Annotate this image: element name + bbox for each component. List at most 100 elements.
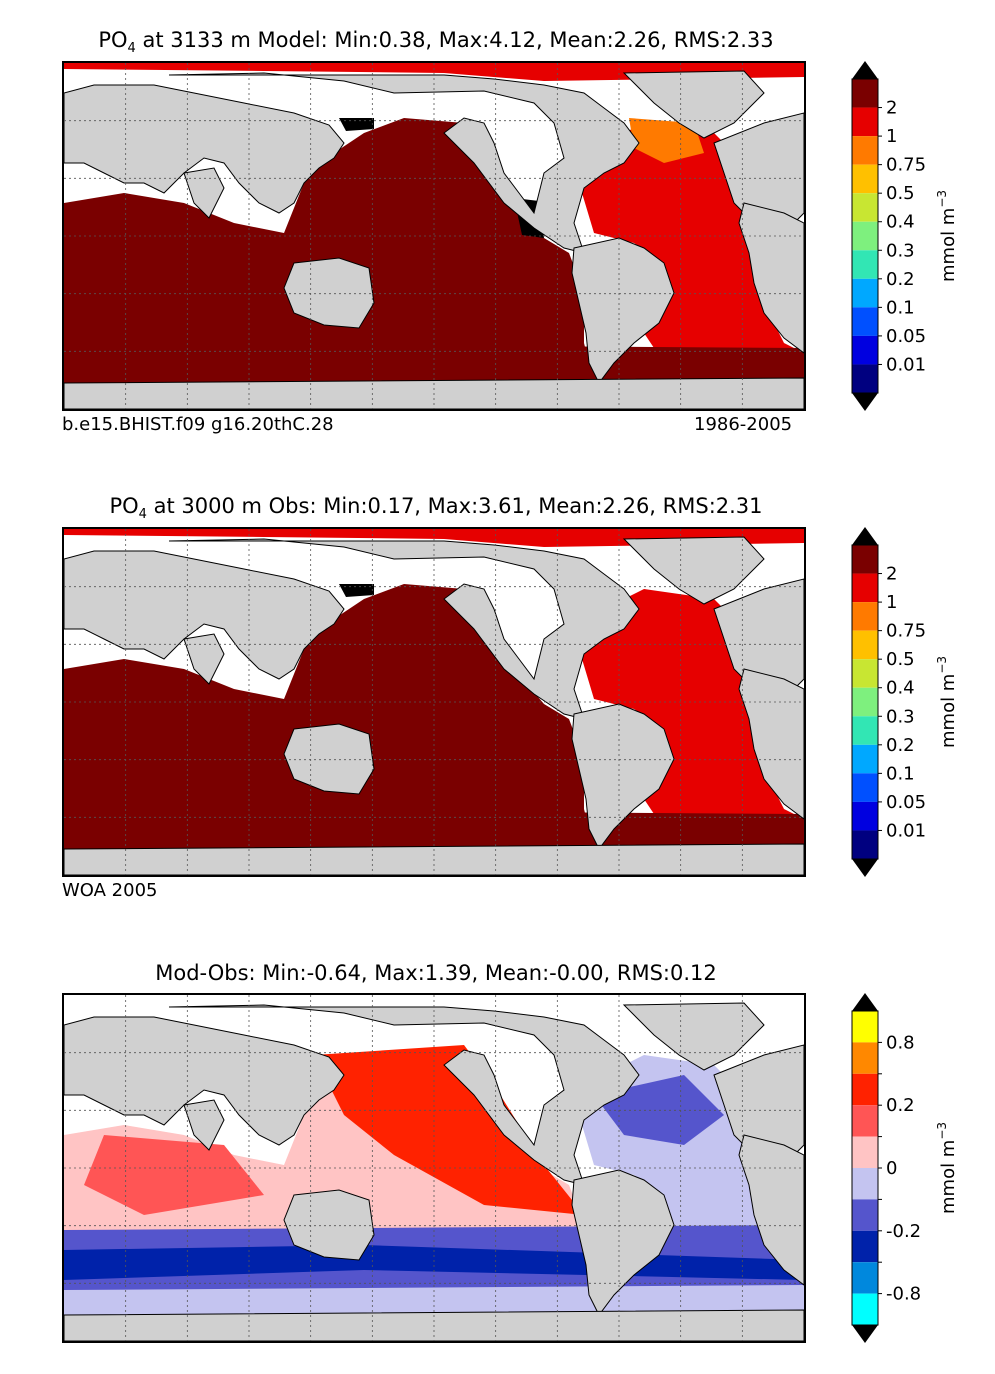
- colorbar-unit-exponent: −3: [935, 1122, 949, 1140]
- colorbar-swatch: [852, 1293, 878, 1325]
- land-india: [183, 167, 225, 219]
- colorbar-tick-label: 2: [886, 98, 897, 119]
- colorbar-swatch: [852, 573, 878, 603]
- colorbar-swatch: [852, 1105, 878, 1137]
- arctic-region: [64, 529, 804, 547]
- colorbar-swatch: [852, 1199, 878, 1231]
- panel-1-title-main: PO: [98, 28, 128, 52]
- colorbar-swatch: [852, 1230, 878, 1263]
- colorbar-extend-top: [852, 993, 878, 1011]
- colorbar-tick-label: 0.01: [886, 820, 926, 841]
- panel-1-map-svg: [64, 63, 804, 409]
- panel-1-colorbar: 2 1 0.75 0.5 0.4 0.3 0.2 0.1 0.05 0.01 mmol m−3: [840, 61, 960, 411]
- land-masses: [64, 70, 804, 409]
- colorbar-swatch: [852, 164, 878, 194]
- colorbar-tick-label: -0.8: [886, 1284, 921, 1305]
- colorbar-tick-label: 2: [886, 564, 897, 585]
- panel-3-map-svg: [64, 995, 804, 1341]
- colorbar-swatch: [852, 79, 878, 108]
- land-europe-asia-left: [64, 1016, 345, 1146]
- colorbar-tick-label: 0.3: [886, 240, 915, 261]
- colorbar-swatch: [852, 307, 878, 336]
- colorbar-swatch: [852, 1262, 878, 1294]
- colorbar-extend-bottom: [852, 393, 878, 411]
- colorbar-swatch: [852, 545, 878, 574]
- colorbar-tick-label: 0.1: [886, 297, 915, 318]
- panel-3-colorbar: 0.8 0.2 0 -0.2 -0.8 mmol m−3: [840, 993, 960, 1343]
- land-africa: [738, 202, 804, 354]
- land-europe-asia-left: [64, 84, 345, 214]
- atlantic-region: [579, 589, 804, 829]
- panel-3-map: [62, 993, 806, 1343]
- colorbar-swatch: [852, 1168, 878, 1200]
- colorbar-swatch: [852, 193, 878, 222]
- panel-2-title-rest: at 3000 m Obs: Min:0.17, Max:3.61, Mean:…: [146, 494, 763, 518]
- colorbar-tick-label: 0.1: [886, 763, 915, 784]
- colorbar-tick-label: 1: [886, 592, 897, 613]
- land-australia: [283, 1189, 375, 1261]
- colorbar-tick-label: 0.2: [886, 269, 915, 290]
- colorbar-swatch: [852, 687, 878, 717]
- panel-2-title-sub: 4: [138, 507, 147, 523]
- colorbar-swatch: [852, 278, 878, 308]
- colorbar-tick-label: 0: [886, 1158, 897, 1179]
- atlantic-region: [579, 123, 804, 363]
- panel-2-map: [62, 527, 806, 877]
- panel-1-colorbar-svg: 2 1 0.75 0.5 0.4 0.3 0.2 0.1 0.05 0.01 mmol m−3: [851, 61, 959, 411]
- arctic-region: [64, 63, 804, 81]
- map-gridlines: [64, 995, 804, 1341]
- pacific-indian-region: [64, 118, 594, 393]
- colorbar-swatch: [852, 136, 878, 165]
- panel-1-caption-left: b.e15.BHIST.f09 g16.20thC.28: [62, 414, 334, 435]
- colorbar-tick-label: 0.75: [886, 621, 926, 642]
- panel-2-map-svg: [64, 529, 804, 875]
- panel-2-title: PO4 at 3000 m Obs: Min:0.17, Max:3.61, M…: [30, 494, 842, 522]
- colorbar-tick-label: 0.5: [886, 649, 915, 670]
- colorbar-swatch: [852, 107, 878, 137]
- panel-2-title-main: PO: [109, 494, 139, 518]
- colorbar-tick-label: 0.01: [886, 354, 926, 375]
- land-greenland: [622, 1002, 765, 1071]
- colorbar-swatch: [852, 659, 878, 688]
- colorbar-tick-label: 0.3: [886, 706, 915, 727]
- colorbar-unit-exponent: −3: [935, 656, 949, 674]
- land-north-america: [168, 72, 640, 254]
- colorbar-unit-label: mmol m−3: [935, 1122, 959, 1214]
- land-africa: [738, 668, 804, 820]
- map-gridlines: [64, 63, 804, 409]
- pacific-indian-region: [64, 584, 594, 859]
- panel-3-title-main: Mod-Obs: Min:-0.64, Max:1.39, Mean:-0.00…: [155, 961, 717, 985]
- colorbar-swatch: [852, 1136, 878, 1168]
- panel-1-title-rest: at 3133 m Model: Min:0.38, Max:4.12, Mea…: [135, 28, 774, 52]
- land-australia: [283, 257, 375, 329]
- land-masses: [64, 1002, 804, 1341]
- panel-1-caption-right: 1986-2005: [694, 414, 793, 435]
- land-africa: [738, 1134, 804, 1286]
- land-europe-asia-left: [64, 550, 345, 680]
- colorbar-tick-label: 0.2: [886, 1095, 915, 1116]
- colorbar-swatch: [852, 801, 878, 831]
- land-india: [183, 633, 225, 685]
- colorbar-tick-label: 1: [886, 126, 897, 147]
- panel-3-title: Mod-Obs: Min:-0.64, Max:1.39, Mean:-0.00…: [30, 961, 842, 985]
- colorbar-swatch: [852, 250, 878, 279]
- colorbar-frame: [851, 544, 879, 860]
- panel-2-colorbar: 2 1 0.75 0.5 0.4 0.3 0.2 0.1 0.05 0.01 mmol m−3: [840, 527, 960, 877]
- panel-1-map: [62, 61, 806, 411]
- land-australia: [283, 723, 375, 795]
- panel-2-caption-left: WOA 2005: [62, 880, 158, 901]
- map-gridlines: [64, 529, 804, 875]
- colorbar-tick-label: 0.4: [886, 212, 915, 233]
- colorbar-tick-label: 0.4: [886, 678, 915, 699]
- colorbar-swatch: [852, 630, 878, 660]
- colorbar-swatch: [852, 221, 878, 251]
- panel-2-colorbar-svg: 2 1 0.75 0.5 0.4 0.3 0.2 0.1 0.05 0.01 mmol m−3: [851, 527, 959, 877]
- panel-1-title: PO4 at 3133 m Model: Min:0.38, Max:4.12,…: [30, 28, 842, 56]
- colorbar-swatch: [852, 335, 878, 365]
- land-greenland: [622, 70, 765, 139]
- colorbar-frame: [851, 78, 879, 394]
- labrador-sea-region: [629, 118, 704, 163]
- land-south-america: [571, 237, 675, 384]
- land-india: [183, 1099, 225, 1151]
- land-north-america: [168, 538, 640, 720]
